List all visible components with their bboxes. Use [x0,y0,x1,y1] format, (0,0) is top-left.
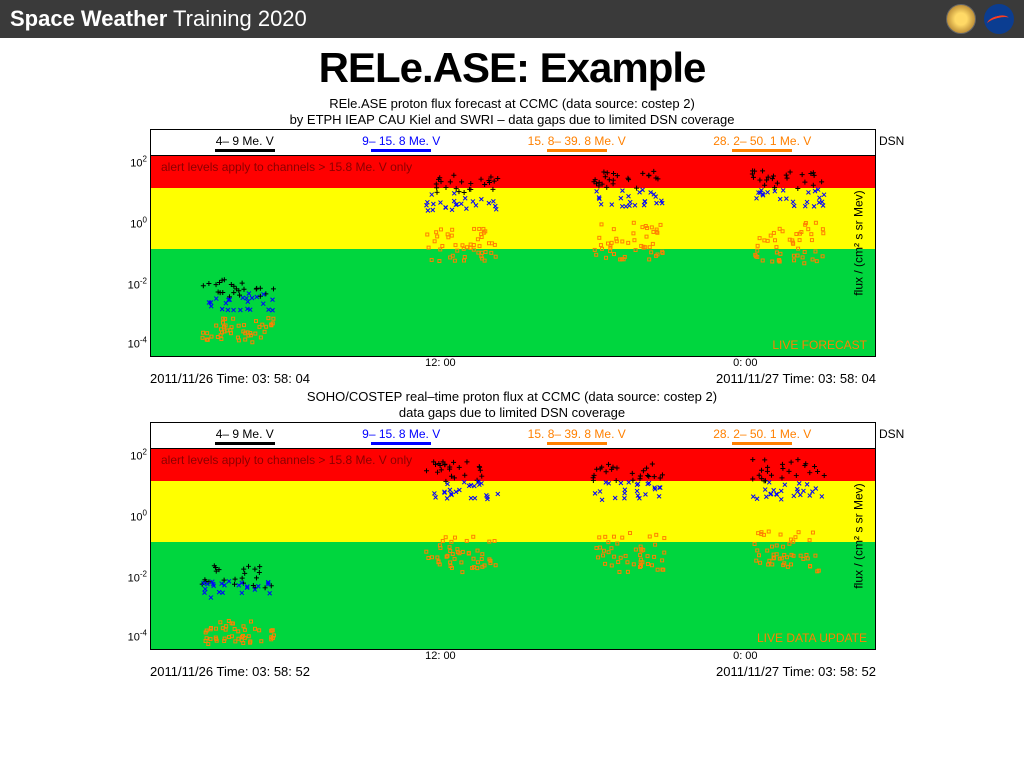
plot-block: REle.ASE proton flux forecast at CCMC (d… [102,96,922,389]
timestamp-left: 2011/11/26 Time: 03: 58: 04 [150,371,310,386]
legend-row: 4– 9 Me. V 9– 15. 8 Me. V 15. 8– 39. 8 Me.… [151,130,875,156]
plot-block: SOHO/COSTEP real–time proton flux at CCM… [102,389,922,682]
plot-title: SOHO/COSTEP real–time proton flux at CCM… [102,389,922,420]
legend-swatch [547,149,607,152]
legend-item: 4– 9 Me. V [215,427,275,445]
y-tick: 10-4 [109,335,151,350]
legend-item: 28. 2– 50. 1 Me. V [713,134,811,152]
x-tick: 0: 00 [733,357,757,369]
legend-item: 9– 15. 8 Me. V [362,134,440,152]
legend-label: 15. 8– 39. 8 Me. V [528,427,626,441]
x-tick: 0: 00 [733,650,757,662]
timestamp-row: 2011/11/26 Time: 03: 58: 52 2011/11/27 Ti… [150,664,876,682]
plot-area: 4– 9 Me. V 9– 15. 8 Me. V 15. 8– 39. 8 Me.… [150,129,876,357]
legend-label: 28. 2– 50. 1 Me. V [713,427,811,441]
legend-label: 4– 9 Me. V [216,134,274,148]
x-tick-row: 12: 00 0: 00 [150,357,876,371]
legend-swatch [215,442,275,445]
legend-label: 9– 15. 8 Me. V [362,427,440,441]
plots-container: REle.ASE proton flux forecast at CCMC (d… [0,96,1024,682]
dsn-label: DSN [875,427,904,441]
timestamp-right: 2011/11/27 Time: 03: 58: 52 [716,664,876,679]
x-tick-row: 12: 00 0: 00 [150,650,876,664]
header-title-bold: Space Weather [10,6,167,31]
y-tick: 100 [109,509,151,524]
dsn-label: DSN [875,134,904,148]
legend-swatch [732,442,792,445]
legend-item: 15. 8– 39. 8 Me. V [528,134,626,152]
y-tick: 100 [109,216,151,231]
timestamp-right: 2011/11/27 Time: 03: 58: 04 [716,371,876,386]
legend-label: 15. 8– 39. 8 Me. V [528,134,626,148]
legend-swatch [732,149,792,152]
y-tick: 102 [109,448,151,463]
legend-label: 9– 15. 8 Me. V [362,134,440,148]
header-title-rest: Training 2020 [167,6,306,31]
legend-item: 15. 8– 39. 8 Me. V [528,427,626,445]
header-title: Space Weather Training 2020 [10,6,307,32]
legend-item: 28. 2– 50. 1 Me. V [713,427,811,445]
nasa-logo-icon [984,4,1014,34]
alert-text: alert levels apply to channels > 15.8 Me… [161,160,412,174]
legend-swatch [371,442,431,445]
timestamp-left: 2011/11/26 Time: 03: 58: 52 [150,664,310,679]
ccmc-logo-icon [946,4,976,34]
y-tick: 102 [109,154,151,169]
legend-row: 4– 9 Me. V 9– 15. 8 Me. V 15. 8– 39. 8 Me.… [151,423,875,449]
plot-title: REle.ASE proton flux forecast at CCMC (d… [102,96,922,127]
plot-area: 4– 9 Me. V 9– 15. 8 Me. V 15. 8– 39. 8 Me.… [150,422,876,650]
y-tick: 10-2 [109,277,151,292]
legend-swatch [215,149,275,152]
legend-swatch [547,442,607,445]
header-bar: Space Weather Training 2020 [0,0,1024,38]
legend-swatch [371,149,431,152]
legend-item: 9– 15. 8 Me. V [362,427,440,445]
y-tick: 10-2 [109,570,151,585]
y-tick: 10-4 [109,628,151,643]
legend-item: 4– 9 Me. V [215,134,275,152]
x-tick: 12: 00 [425,650,456,662]
header-logos [946,4,1014,34]
timestamp-row: 2011/11/26 Time: 03: 58: 04 2011/11/27 Ti… [150,371,876,389]
x-tick: 12: 00 [425,357,456,369]
live-label: LIVE FORECAST [772,338,867,352]
live-label: LIVE DATA UPDATE [757,631,867,645]
alert-text: alert levels apply to channels > 15.8 Me… [161,453,412,467]
legend-label: 28. 2– 50. 1 Me. V [713,134,811,148]
page-title: RELe.ASE: Example [0,44,1024,92]
legend-label: 4– 9 Me. V [216,427,274,441]
